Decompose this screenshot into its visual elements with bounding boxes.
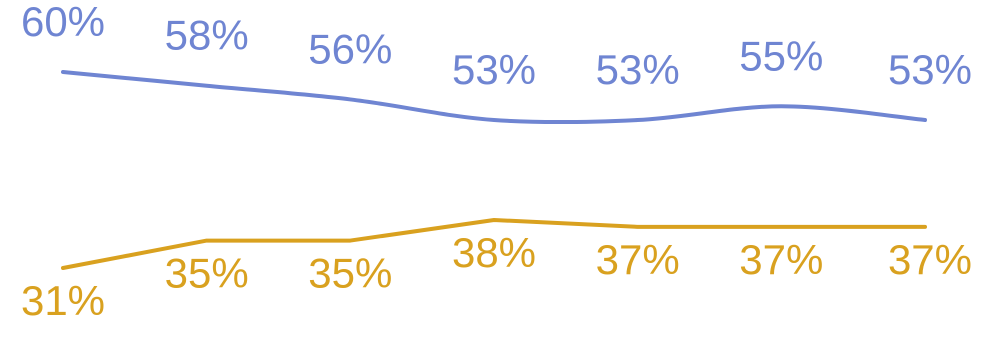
data-label-s2-2: 35% — [165, 250, 249, 297]
data-label-s1-1: 60% — [21, 0, 105, 45]
data-label-s1-3: 56% — [308, 25, 392, 72]
data-label-s1-6: 55% — [739, 32, 823, 79]
series-line-2 — [61, 218, 927, 270]
data-label-s2-6: 37% — [739, 236, 823, 283]
data-label-s1-2: 58% — [165, 12, 249, 59]
data-labels: 60% 58% 56% 53% 53% 55% 53% 31% 35% 35% 38% 37% 37% 3… — [21, 0, 972, 324]
data-label-s1-7: 53% — [888, 46, 972, 93]
data-label-s2-7: 37% — [888, 236, 972, 283]
series-line-1 — [61, 70, 927, 125]
data-label-s1-4: 53% — [452, 46, 536, 93]
series-lines — [61, 70, 927, 270]
data-label-s2-4: 38% — [452, 229, 536, 276]
data-label-s2-5: 37% — [596, 236, 680, 283]
data-label-s2-3: 35% — [308, 250, 392, 297]
data-label-s1-5: 53% — [596, 46, 680, 93]
data-label-s2-1: 31% — [21, 277, 105, 324]
